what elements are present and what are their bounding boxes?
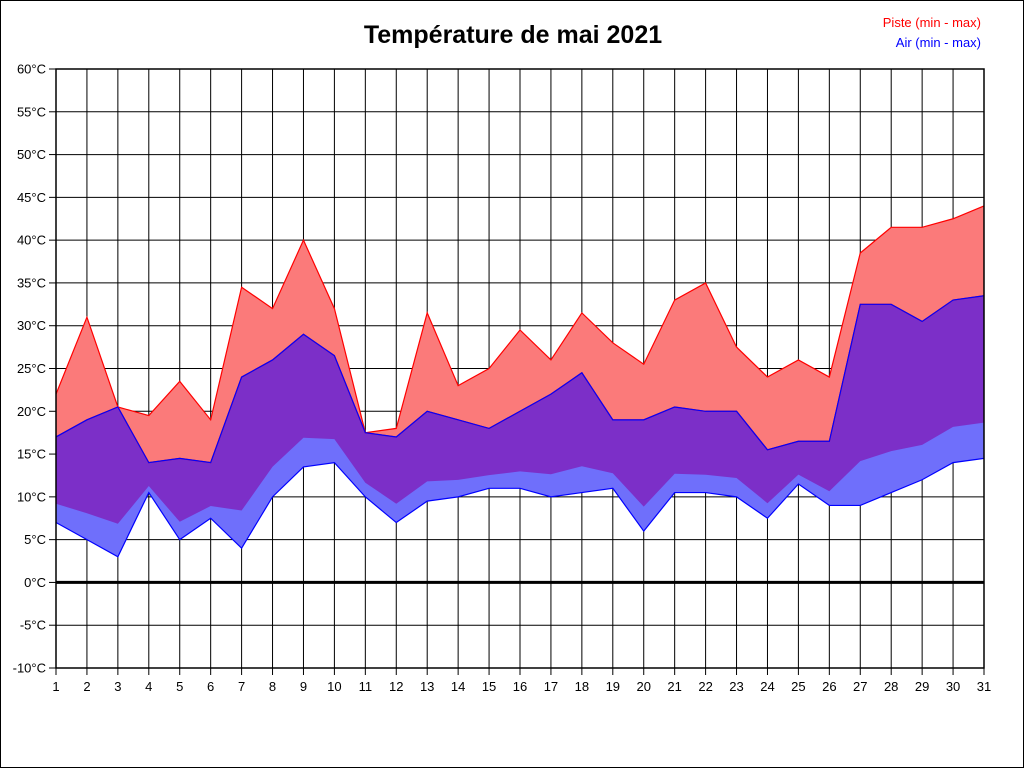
y-axis-label: 45°C (17, 190, 46, 205)
x-axis-label: 11 (359, 679, 373, 694)
x-axis-label: 24 (760, 679, 774, 694)
x-axis-label: 18 (575, 679, 589, 694)
y-axis-label: 10°C (17, 489, 46, 504)
y-axis-label: 50°C (17, 147, 46, 162)
x-axis-label: 29 (915, 679, 929, 694)
x-axis-label: 2 (83, 679, 90, 694)
x-axis-label: 12 (389, 679, 403, 694)
x-axis-label: 19 (606, 679, 620, 694)
x-axis-label: 26 (822, 679, 836, 694)
y-axis-label: 40°C (17, 233, 46, 248)
y-axis-label: 35°C (17, 275, 46, 290)
air-max-line (55, 295, 985, 464)
y-axis-label: 0°C (24, 575, 46, 590)
legend-item-piste: Piste (min - max) (882, 15, 981, 30)
x-axis-label: 13 (420, 679, 434, 694)
x-axis-label: 10 (327, 679, 341, 694)
y-axis-label: 60°C (17, 62, 46, 77)
y-axis-label: 55°C (17, 104, 46, 119)
x-axis-label: 15 (482, 679, 496, 694)
x-axis-label: 3 (114, 679, 121, 694)
x-axis-label: 30 (946, 679, 960, 694)
air-min-line (55, 457, 985, 558)
x-axis-label: 5 (176, 679, 183, 694)
y-axis-label: 30°C (17, 318, 46, 333)
x-axis-label: 9 (300, 679, 307, 694)
x-axis-label: 31 (977, 679, 991, 694)
x-axis-label: 6 (207, 679, 214, 694)
y-axis-label: 15°C (17, 447, 46, 462)
x-axis-label: 7 (238, 679, 245, 694)
y-axis-label: 5°C (24, 532, 46, 547)
x-axis-label: 4 (145, 679, 152, 694)
y-axis-label: -5°C (20, 618, 46, 633)
x-axis-label: 22 (698, 679, 712, 694)
x-axis-label: 8 (269, 679, 276, 694)
legend: Piste (min - max) Air (min - max) (883, 13, 981, 53)
x-axis-label: 1 (52, 679, 59, 694)
x-axis-label: 14 (451, 679, 465, 694)
x-axis-label: 25 (791, 679, 805, 694)
x-axis-label: 17 (544, 679, 558, 694)
page-title: Température de mai 2021 (363, 21, 663, 49)
x-axis-label: 16 (513, 679, 527, 694)
x-axis-label: 28 (884, 679, 898, 694)
piste-max-line (55, 205, 985, 434)
y-axis-label: -10°C (13, 661, 46, 676)
x-axis-label: 20 (636, 679, 650, 694)
legend-item-air: Air (min - max) (895, 35, 981, 50)
x-axis-label: 21 (667, 679, 681, 694)
plot-border (55, 68, 985, 669)
y-axis-label: 25°C (17, 361, 46, 376)
x-axis-label: 23 (729, 679, 743, 694)
overlap-band (56, 295, 984, 524)
x-axis-label: 27 (853, 679, 867, 694)
piste-band (56, 205, 984, 463)
y-axis-label: 20°C (17, 404, 46, 419)
